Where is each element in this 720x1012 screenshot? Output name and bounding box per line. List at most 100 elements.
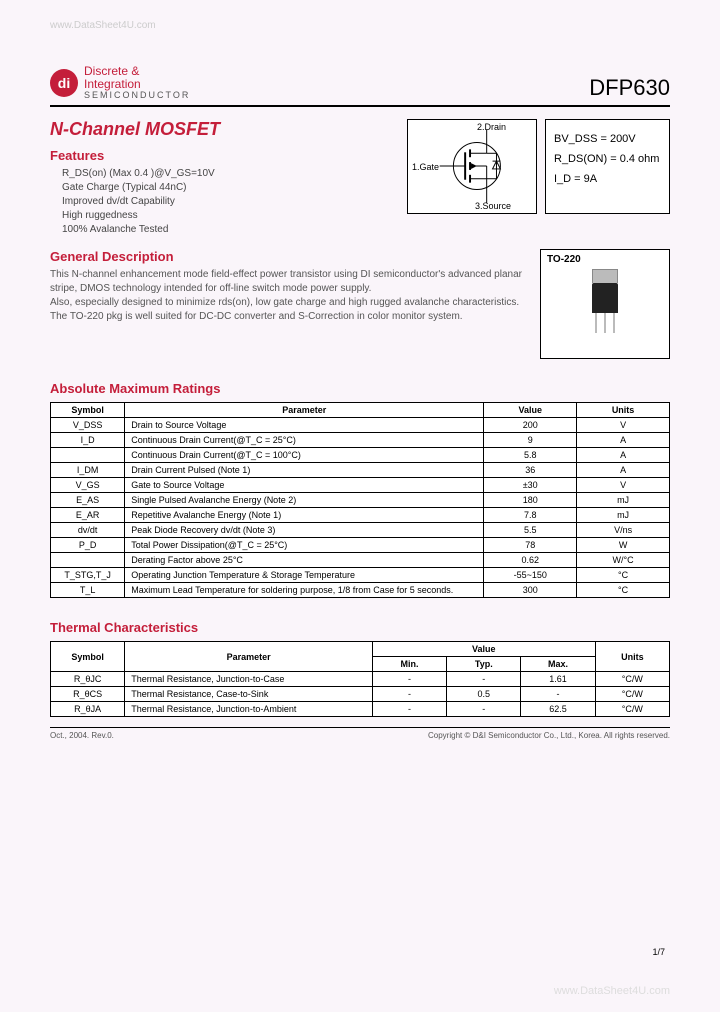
footer: Oct., 2004. Rev.0. Copyright © D&I Semic…: [50, 727, 670, 740]
table-cell: 180: [484, 493, 577, 508]
logo-line3: SEMICONDUCTOR: [84, 91, 190, 101]
table-row: E_ASSingle Pulsed Avalanche Energy (Note…: [51, 493, 670, 508]
thermal-heading: Thermal Characteristics: [50, 620, 670, 635]
table-cell: 0.62: [484, 553, 577, 568]
col-parameter: Parameter: [125, 403, 484, 418]
table-cell: Drain Current Pulsed (Note 1): [125, 463, 484, 478]
features-heading: Features: [50, 148, 407, 163]
table-cell: 300: [484, 583, 577, 598]
mosfet-symbol-box: 2.Drain 1.Gate 3.Source: [407, 119, 537, 214]
col-min: Min.: [372, 657, 446, 672]
table-cell: °C: [577, 568, 670, 583]
spec-bvdss: BV_DSS = 200V: [554, 130, 661, 150]
table-cell: [51, 448, 125, 463]
table-cell: -: [372, 672, 446, 687]
table-cell: 5.5: [484, 523, 577, 538]
col-symbol: Symbol: [51, 403, 125, 418]
table-cell: W: [577, 538, 670, 553]
table-cell: A: [577, 433, 670, 448]
page-number: 1/7: [652, 947, 665, 957]
table-cell: Thermal Resistance, Junction-to-Case: [125, 672, 373, 687]
table-cell: Total Power Dissipation(@T_C = 25°C): [125, 538, 484, 553]
table-row: V_GSGate to Source Voltage±30V: [51, 478, 670, 493]
table-cell: Single Pulsed Avalanche Energy (Note 2): [125, 493, 484, 508]
logo-text: Discrete & Integration SEMICONDUCTOR: [84, 65, 190, 101]
table-cell: E_AR: [51, 508, 125, 523]
thermal-table: Symbol Parameter Value Units Min. Typ. M…: [50, 641, 670, 717]
table-cell: [51, 553, 125, 568]
to220-package-icon: [547, 269, 663, 333]
feature-item: 100% Avalanche Tested: [62, 223, 407, 237]
table-cell: V_GS: [51, 478, 125, 493]
table-cell: R_θJA: [51, 702, 125, 717]
feature-item: R_DS(on) (Max 0.4 )@V_GS=10V: [62, 167, 407, 181]
table-cell: ±30: [484, 478, 577, 493]
table-cell: 1.61: [521, 672, 595, 687]
gate-label: 1.Gate: [412, 162, 439, 172]
source-label: 3.Source: [475, 201, 511, 211]
table-cell: Continuous Drain Current(@T_C = 100°C): [125, 448, 484, 463]
table-cell: 36: [484, 463, 577, 478]
table-row: T_LMaximum Lead Temperature for solderin…: [51, 583, 670, 598]
table-cell: Repetitive Avalanche Energy (Note 1): [125, 508, 484, 523]
drain-label: 2.Drain: [477, 122, 506, 132]
table-cell: °C/W: [595, 687, 669, 702]
feature-item: High ruggedness: [62, 209, 407, 223]
table-header-row: Symbol Parameter Value Units: [51, 403, 670, 418]
table-cell: R_θCS: [51, 687, 125, 702]
col-units: Units: [595, 642, 669, 672]
header-row: di Discrete & Integration SEMICONDUCTOR …: [50, 65, 670, 101]
table-cell: V/ns: [577, 523, 670, 538]
table-cell: 0.5: [447, 687, 521, 702]
col-symbol: Symbol: [51, 642, 125, 672]
top-boxes: 2.Drain 1.Gate 3.Source: [407, 119, 670, 214]
description-col: General Description This N-channel enhan…: [50, 249, 530, 359]
table-cell: A: [577, 448, 670, 463]
footer-rev: Oct., 2004. Rev.0.: [50, 731, 114, 740]
table-row: I_DContinuous Drain Current(@T_C = 25°C)…: [51, 433, 670, 448]
table-cell: 62.5: [521, 702, 595, 717]
table-cell: Gate to Source Voltage: [125, 478, 484, 493]
table-row: I_DMDrain Current Pulsed (Note 1)36A: [51, 463, 670, 478]
table-cell: 9: [484, 433, 577, 448]
logo-mark-icon: di: [50, 69, 78, 97]
table-row: P_DTotal Power Dissipation(@T_C = 25°C)7…: [51, 538, 670, 553]
watermark-bottom: www.DataSheet4U.com: [554, 985, 670, 997]
table-cell: I_D: [51, 433, 125, 448]
table-cell: Drain to Source Voltage: [125, 418, 484, 433]
table-header-row: Symbol Parameter Value Units: [51, 642, 670, 657]
table-cell: 5.8: [484, 448, 577, 463]
title-row: N-Channel MOSFET Features R_DS(on) (Max …: [50, 119, 670, 237]
table-cell: T_STG,T_J: [51, 568, 125, 583]
feature-item: Gate Charge (Typical 44nC): [62, 181, 407, 195]
watermark-top: www.DataSheet4U.com: [50, 20, 156, 31]
table-cell: I_DM: [51, 463, 125, 478]
spec-rdson: R_DS(ON) = 0.4 ohm: [554, 150, 661, 170]
feature-item: Improved dv/dt Capability: [62, 195, 407, 209]
key-specs-box: BV_DSS = 200V R_DS(ON) = 0.4 ohm I_D = 9…: [545, 119, 670, 214]
description-row: General Description This N-channel enhan…: [50, 249, 670, 359]
table-cell: dv/dt: [51, 523, 125, 538]
table-cell: -: [372, 687, 446, 702]
table-row: Derating Factor above 25°C0.62W/°C: [51, 553, 670, 568]
table-cell: -: [447, 672, 521, 687]
abs-max-table: Symbol Parameter Value Units V_DSSDrain …: [50, 402, 670, 598]
table-cell: T_L: [51, 583, 125, 598]
abs-max-heading: Absolute Maximum Ratings: [50, 381, 670, 396]
table-cell: 200: [484, 418, 577, 433]
col-value-group: Value: [372, 642, 595, 657]
table-row: Continuous Drain Current(@T_C = 100°C)5.…: [51, 448, 670, 463]
table-cell: E_AS: [51, 493, 125, 508]
table-cell: W/°C: [577, 553, 670, 568]
title-features-col: N-Channel MOSFET Features R_DS(on) (Max …: [50, 119, 407, 237]
col-value: Value: [484, 403, 577, 418]
table-row: R_θJAThermal Resistance, Junction-to-Amb…: [51, 702, 670, 717]
table-cell: °C/W: [595, 672, 669, 687]
table-cell: A: [577, 463, 670, 478]
main-title: N-Channel MOSFET: [50, 119, 407, 140]
table-cell: V_DSS: [51, 418, 125, 433]
table-cell: Peak Diode Recovery dv/dt (Note 3): [125, 523, 484, 538]
table-cell: Maximum Lead Temperature for soldering p…: [125, 583, 484, 598]
table-cell: -: [447, 702, 521, 717]
table-cell: 7.8: [484, 508, 577, 523]
